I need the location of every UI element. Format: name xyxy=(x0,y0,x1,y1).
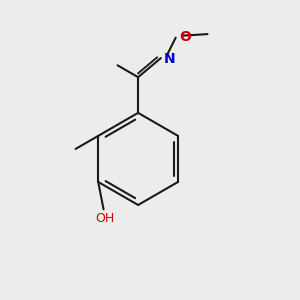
Text: OH: OH xyxy=(95,212,114,225)
Text: O: O xyxy=(179,30,191,44)
Text: N: N xyxy=(164,52,176,66)
